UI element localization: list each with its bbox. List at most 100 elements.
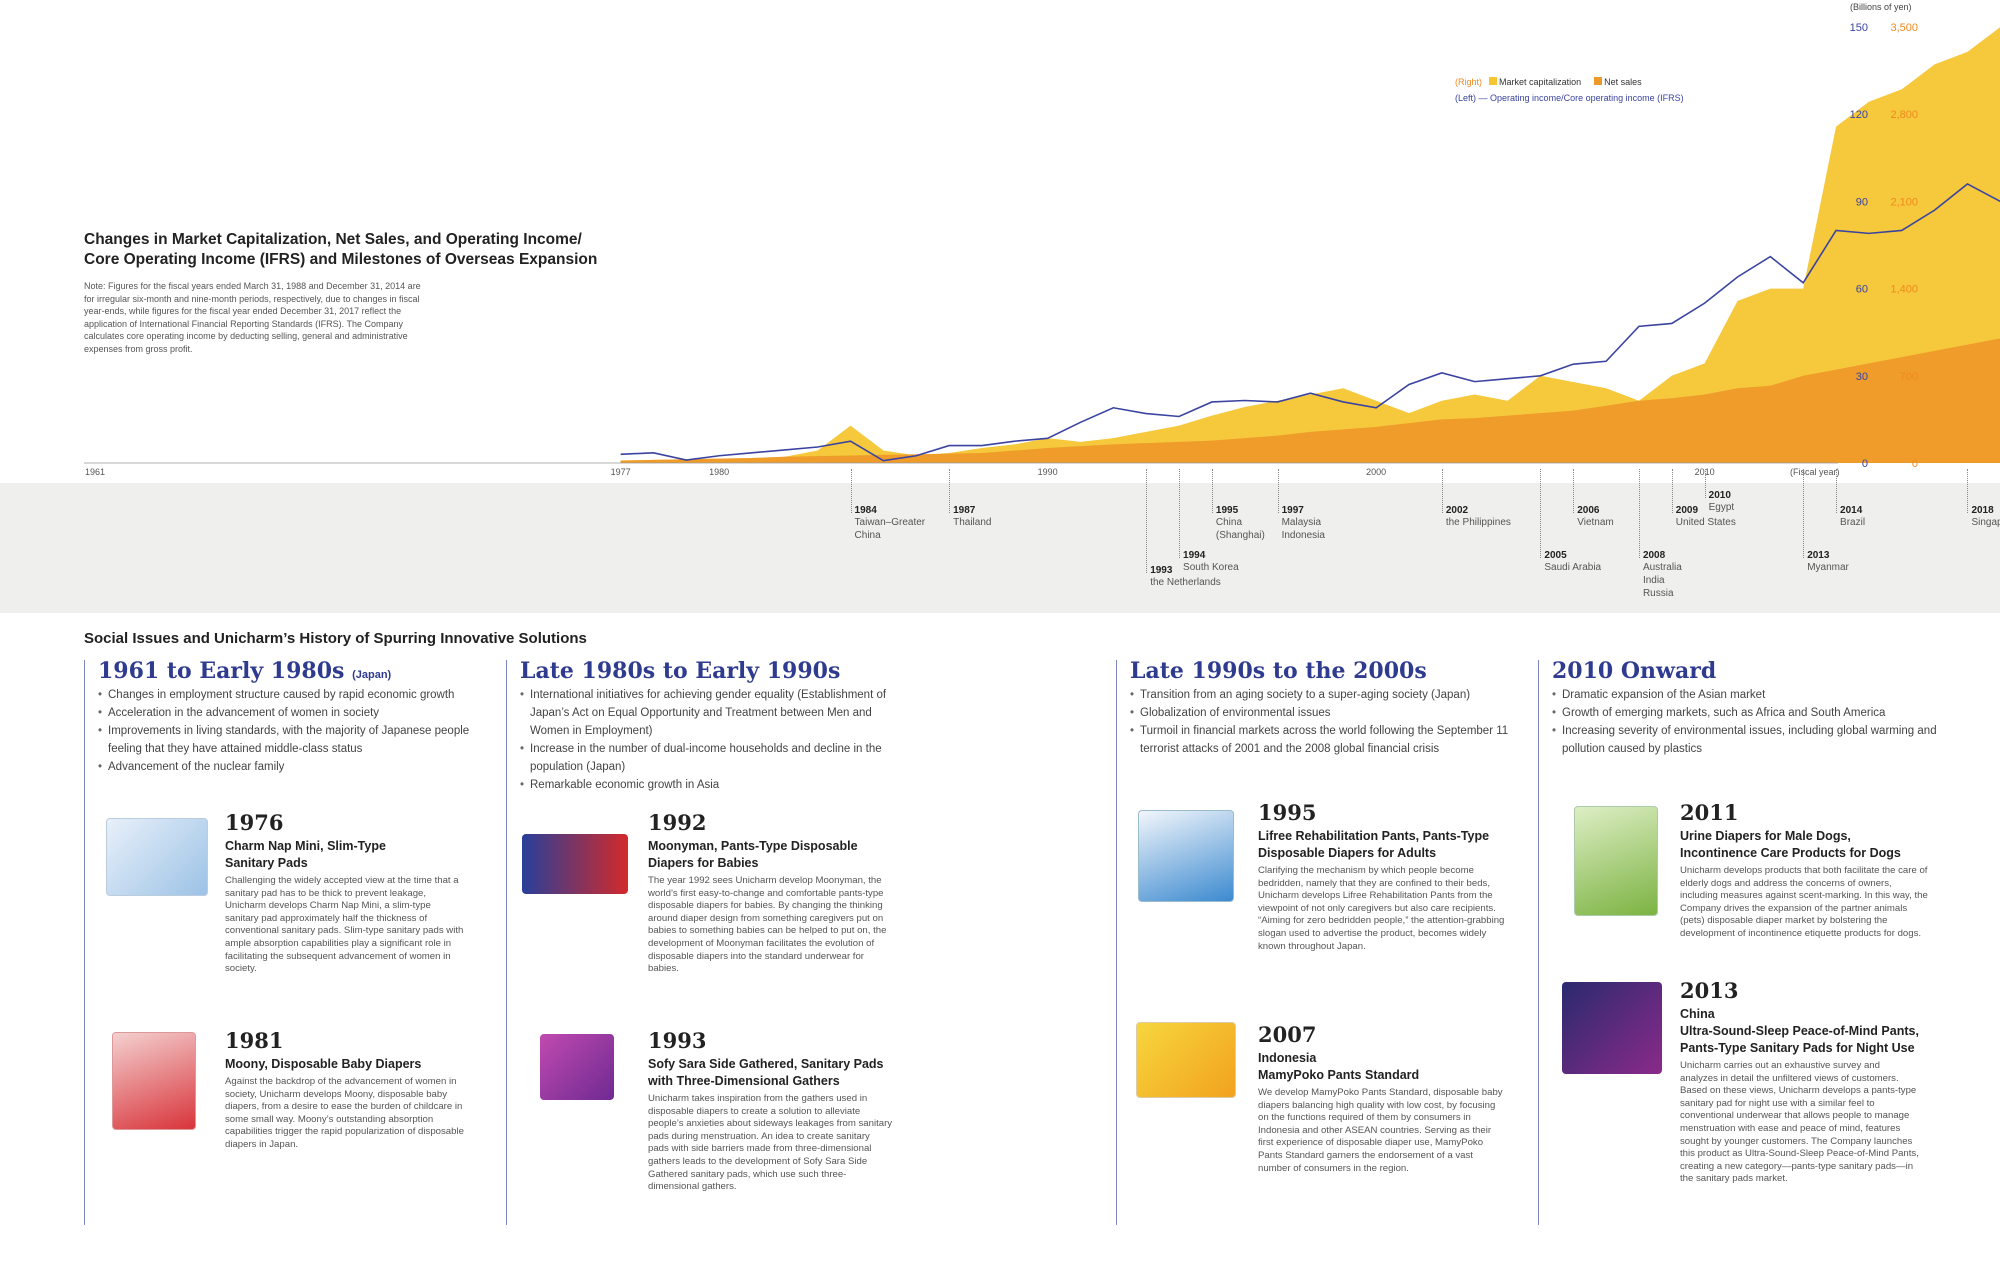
legend-right-tag: (Right) <box>1455 77 1483 87</box>
milestone-place: South Korea <box>1183 562 1239 573</box>
milestone-2013: 2013 Myanmar <box>1807 550 1849 574</box>
milestones-band <box>0 483 2000 613</box>
product-2011: 2011 Urine Diapers for Male Dogs, Incont… <box>1680 800 1930 941</box>
product-title: Lifree Rehabilitation Pants, Pants-Type … <box>1258 829 1490 860</box>
product-desc: Unicharm carries out an exhaustive surve… <box>1680 1060 1919 1185</box>
product-year: 1981 <box>225 1028 284 1053</box>
mamypoko-image <box>1136 1022 1236 1098</box>
milestone-place: Egypt <box>1708 502 1735 513</box>
milestone-place: Taiwan–Greater <box>854 517 926 528</box>
milestone-place: Saudi Arabia <box>1544 562 1602 573</box>
product-desc: Unicharm takes inspiration from the gath… <box>648 1093 893 1193</box>
milestone-2009: 2009 United States <box>1676 505 1736 529</box>
milestone-line <box>1967 469 1969 513</box>
product-title: Sofy Sara Side Gathered, Sanitary Pads w… <box>648 1057 884 1088</box>
milestone-line <box>1573 469 1575 513</box>
bullet: Increase in the number of dual-income ho… <box>520 740 900 776</box>
milestone-place: the Netherlands <box>1150 577 1221 588</box>
milestone-place: Thailand <box>953 517 992 528</box>
legend-swatch-net-sales <box>1593 77 1602 85</box>
milestone-line <box>1704 469 1706 498</box>
milestone-year: 1993 <box>1150 565 1173 576</box>
milestone-place: Malaysia <box>1281 517 1322 528</box>
milestone-line <box>1441 469 1443 513</box>
milestone-line <box>1638 469 1640 558</box>
milestone-line <box>1803 469 1805 558</box>
chart-note: Note: Figures for the fiscal years ended… <box>84 281 421 354</box>
product-desc: We develop MamyPoko Pants Standard, disp… <box>1258 1087 1503 1174</box>
milestone-1994: 1994 South Korea <box>1183 550 1239 574</box>
y-right-tick-label: 2,100 <box>1890 196 1918 208</box>
product-1976: 1976 Charm Nap Mini, Slim-Type Sanitary … <box>225 810 465 976</box>
bullet: Improvements in living standards, with t… <box>98 722 498 758</box>
milestone-line <box>1277 469 1279 513</box>
milestone-1987: 1987 Thailand <box>953 505 991 529</box>
bullet: Changes in employment structure caused b… <box>98 686 498 704</box>
product-2007: 2007 Indonesia MamyPoko Pants Standard W… <box>1258 1022 1508 1175</box>
bullet: Advancement of the nuclear family <box>98 758 498 776</box>
chart-title-line1: Changes in Market Capitalization, Net Sa… <box>84 231 582 248</box>
product-desc: Clarifying the mechanism by which people… <box>1258 865 1505 952</box>
product-title: Ultra-Sound-Sleep Peace-of-Mind Pants, P… <box>1680 1024 1919 1055</box>
milestone-place: Singapore <box>1971 517 2000 528</box>
y-left-tick-label: 90 <box>1856 196 1868 208</box>
bullet: Increasing severity of environmental iss… <box>1552 722 1952 758</box>
milestone-line <box>949 469 951 513</box>
product-2013: 2013 China Ultra-Sound-Sleep Peace-of-Mi… <box>1680 978 1920 1186</box>
milestone-place: China <box>1215 517 1243 528</box>
product-1981: 1981 Moony, Disposable Baby Diapers Agai… <box>225 1028 465 1152</box>
product-title: Moony, Disposable Baby Diapers <box>225 1057 422 1071</box>
bullet: Dramatic expansion of the Asian market <box>1552 686 1952 704</box>
milestone-2018: 2018Singapore <box>1971 505 2000 529</box>
era-divider <box>1538 660 1539 1225</box>
x-tick-label: 1990 <box>1038 467 1058 477</box>
section-title: Social Issues and Unicharm’s History of … <box>84 630 587 647</box>
era-title: 1961 to Early 1980s (Japan) <box>98 658 392 684</box>
bullet: Turmoil in financial markets across the … <box>1130 722 1520 758</box>
y-right-tick-label: 0 <box>1912 458 1918 470</box>
bullet: International initiatives for achieving … <box>520 686 900 740</box>
milestone-year: 2018 <box>1971 505 1994 516</box>
milestone-year: 2010 <box>1708 490 1731 501</box>
y-left-tick-label: 0 <box>1862 458 1868 470</box>
product-title: MamyPoko Pants Standard <box>1258 1068 1420 1082</box>
milestone-year: 1995 <box>1215 505 1239 516</box>
bullet: Growth of emerging markets, such as Afri… <box>1552 704 1952 722</box>
milestone-year: 1997 <box>1281 505 1304 516</box>
night-pants-image <box>1562 982 1662 1074</box>
milestone-place: (Shanghai) <box>1215 530 1265 541</box>
era-bullets: Dramatic expansion of the Asian market G… <box>1552 686 1952 758</box>
milestone-place: India <box>1642 575 1665 586</box>
bullet: Remarkable economic growth in Asia <box>520 776 900 794</box>
milestone-year: 2009 <box>1675 505 1699 516</box>
milestone-place: Indonesia <box>1281 530 1325 541</box>
era-divider <box>506 660 507 1225</box>
milestone-place: Brazil <box>1840 517 1866 528</box>
milestone-place: the Philippines <box>1445 517 1511 528</box>
product-year: 1976 <box>225 810 284 835</box>
product-year: 1993 <box>648 1028 707 1053</box>
era-2010: 2010 Onward Dramatic expansion of the As… <box>1552 658 1952 758</box>
legend-market-cap: Market capitalization <box>1499 77 1582 87</box>
y-left-tick-label: 60 <box>1856 284 1868 296</box>
product-year: 2013 <box>1680 978 1739 1003</box>
milestone-1997: 1997 Malaysia Indonesia <box>1282 505 1325 542</box>
milestone-2008: 2008 Australia India Russia <box>1643 550 1682 600</box>
milestone-2002: 2002 the Philippines <box>1446 505 1511 529</box>
bullet: Transition from an aging society to a su… <box>1130 686 1520 704</box>
milestone-2010: 2010 Egypt <box>1709 490 1735 514</box>
era-bullets: Transition from an aging society to a su… <box>1130 686 1520 758</box>
op-income-line <box>620 183 2000 462</box>
product-title: Urine Diapers for Male Dogs, Incontinenc… <box>1680 829 1901 860</box>
y-left-tick-label: 150 <box>1850 22 1868 34</box>
milestone-place: Myanmar <box>1807 562 1849 573</box>
x-tick-label: 1980 <box>709 467 729 477</box>
product-desc: Against the backdrop of the advancement … <box>225 1076 464 1150</box>
milestone-line <box>1179 469 1181 558</box>
era-title: Late 1980s to Early 1990s <box>520 658 841 684</box>
era-late-1980s: Late 1980s to Early 1990s International … <box>520 658 900 794</box>
product-subtitle: China <box>1680 1007 1715 1021</box>
milestone-place: Australia <box>1642 562 1682 573</box>
milestone-year: 2006 <box>1577 505 1600 516</box>
y-left-tick-label: 120 <box>1850 109 1868 121</box>
